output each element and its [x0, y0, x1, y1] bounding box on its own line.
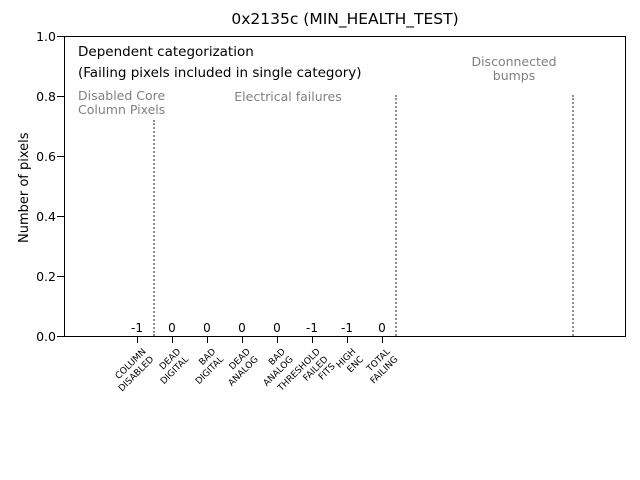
bar-value-label: -1	[131, 321, 143, 335]
x-tick-mark	[172, 337, 173, 343]
x-tick-mark	[347, 337, 348, 343]
y-tick-mark	[57, 216, 64, 217]
x-tick-mark	[277, 337, 278, 343]
annotation-electrical-failures-group: Electrical failures	[234, 89, 342, 104]
x-tick-mark	[382, 337, 383, 343]
plot-area-frame	[64, 36, 626, 337]
bar-value-label: 0	[378, 321, 386, 335]
x-tick-mark	[242, 337, 243, 343]
y-tick-mark	[57, 276, 64, 277]
x-tick-mark	[207, 337, 208, 343]
y-tick-label: 0.0	[36, 329, 56, 344]
y-tick-label: 0.2	[36, 269, 56, 284]
annotation-failing-pixels-note: (Failing pixels included in single categ…	[78, 65, 362, 81]
x-category-label: COLUMN DISABLED	[113, 347, 156, 394]
bar-value-label: 0	[203, 321, 211, 335]
annotation-dependent-categorization: Dependent categorization	[78, 44, 254, 60]
group-separator-line	[153, 120, 155, 336]
y-tick-label: 0.8	[36, 89, 56, 104]
annotation-disabled-core-group: Disabled Core Column Pixels	[78, 88, 166, 117]
x-category-label: HIGH ENC	[334, 347, 366, 375]
bar-value-label: 0	[168, 321, 176, 335]
y-tick-label: 1.0	[36, 29, 56, 44]
y-tick-label: 0.4	[36, 209, 56, 224]
bar-value-label: -1	[306, 321, 318, 335]
group-separator-line	[572, 95, 574, 336]
x-category-label: DEAD ANALOG	[226, 347, 261, 389]
annotation-disconnected-bumps-group: Disconnected bumps	[471, 54, 557, 83]
x-category-label: BAD DIGITAL	[193, 347, 226, 387]
y-tick-mark	[57, 36, 64, 37]
y-tick-label: 0.6	[36, 149, 56, 164]
x-category-label: TOTAL FAILING	[365, 347, 401, 387]
chart-title: 0x2135c (MIN_HEALTH_TEST)	[231, 10, 459, 28]
bar-value-label: 0	[273, 321, 281, 335]
y-tick-mark	[57, 336, 64, 337]
bar-value-label: 0	[238, 321, 246, 335]
x-tick-mark	[312, 337, 313, 343]
y-tick-mark	[57, 96, 64, 97]
y-tick-mark	[57, 156, 64, 157]
group-separator-line	[395, 95, 397, 336]
bar-value-label: -1	[341, 321, 353, 335]
x-category-label: DEAD DIGITAL	[157, 347, 191, 387]
x-tick-mark	[137, 337, 138, 343]
